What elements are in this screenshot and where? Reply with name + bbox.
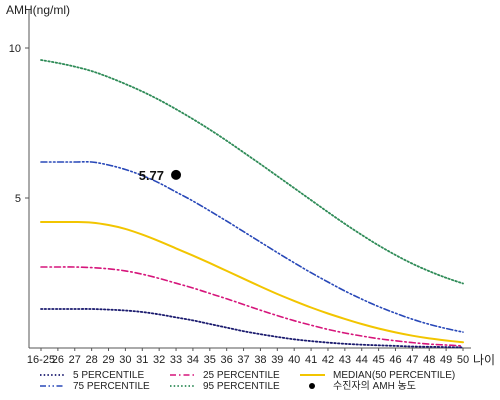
series-line-75-percentile — [40, 160, 464, 333]
x-tick-label: 43 — [339, 354, 351, 366]
legend-swatch-patient-amh — [309, 383, 315, 389]
series-line-5-percentile — [40, 308, 464, 349]
x-tick-label: 16-25 — [27, 354, 55, 366]
x-tick-label: 29 — [102, 354, 114, 366]
x-tick-label: 49 — [440, 354, 452, 366]
x-tick-label: 26 — [52, 354, 64, 366]
legend-label-median-50-percentile: MEDIAN(50 PERCENTILE) — [333, 370, 455, 381]
x-tick-label: 50 — [457, 354, 469, 366]
x-tick-label: 42 — [322, 354, 334, 366]
x-tick-label: 38 — [254, 354, 266, 366]
series-line-median-50-percentile — [40, 220, 464, 344]
x-tick-label: 27 — [69, 354, 81, 366]
x-tick-label: 45 — [372, 354, 384, 366]
x-tick-label: 37 — [237, 354, 249, 366]
legend-label-5-percentile: 5 PERCENTILE — [73, 370, 144, 381]
x-tick-label: 30 — [119, 354, 131, 366]
legend-label-25-percentile: 25 PERCENTILE — [203, 370, 280, 381]
x-tick-label: 47 — [406, 354, 418, 366]
legend-label-75-percentile: 75 PERCENTILE — [73, 381, 150, 392]
x-tick-label: 39 — [271, 354, 283, 366]
y-tick-label: 5 — [15, 193, 21, 205]
legend-label-95-percentile: 95 PERCENTILE — [203, 381, 280, 392]
x-tick-label: 28 — [86, 354, 98, 366]
patient-amh-value-label: 5.77 — [139, 168, 164, 183]
x-tick-label: 35 — [204, 354, 216, 366]
x-tick-label: 48 — [423, 354, 435, 366]
series-line-95-percentile — [40, 59, 464, 285]
x-tick-label: 44 — [356, 354, 368, 366]
x-tick-label: 46 — [389, 354, 401, 366]
x-tick-label: 32 — [153, 354, 165, 366]
x-tick-label: 31 — [136, 354, 148, 366]
x-tick-label: 33 — [170, 354, 182, 366]
y-tick-label: 10 — [9, 43, 21, 55]
x-tick-label: 40 — [288, 354, 300, 366]
x-tick-label: 41 — [305, 354, 317, 366]
x-axis-label: 나이 — [473, 353, 495, 367]
patient-amh-marker — [171, 169, 182, 180]
legend-label-patient-amh: 수진자의 AMH 농도 — [333, 380, 416, 392]
y-axis-label: AMH(ng/ml) — [6, 3, 70, 17]
x-tick-label: 36 — [221, 354, 233, 366]
x-tick-label: 34 — [187, 354, 199, 366]
series-line-25-percentile — [40, 266, 464, 347]
